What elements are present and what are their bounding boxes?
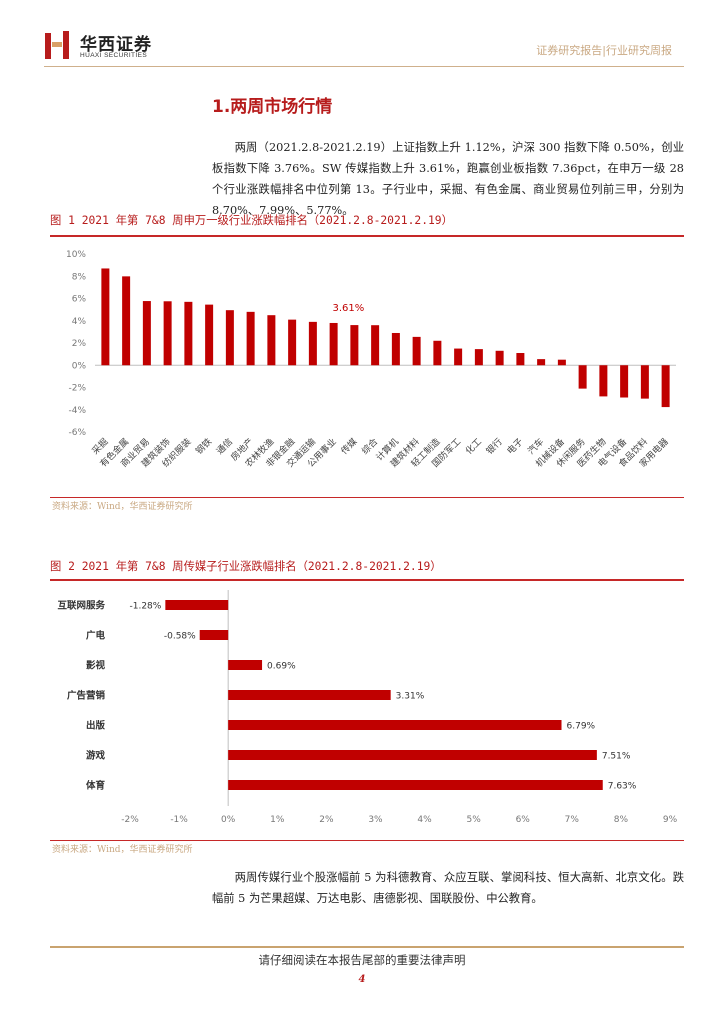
bar (163, 301, 172, 366)
bar (640, 365, 649, 399)
x-tick-label: 3% (368, 815, 383, 825)
category-label: 传媒 (338, 436, 359, 457)
x-tick-label: -1% (170, 815, 188, 825)
bar (199, 630, 229, 640)
x-tick-label: -2% (121, 815, 139, 825)
bar (412, 336, 421, 366)
bar (371, 325, 380, 366)
header-divider (44, 66, 684, 67)
bar (228, 720, 562, 730)
bar (225, 310, 234, 366)
footer-divider (50, 946, 684, 948)
bar (537, 359, 546, 366)
huaxi-logo-icon (45, 31, 69, 59)
category-label: 游戏 (86, 750, 106, 762)
bar (308, 321, 317, 366)
bar (329, 322, 338, 366)
y-tick-label: 8% (72, 272, 87, 282)
industry-ranking-chart: -6%-4%-2%0%2%4%6%8%10%采掘有色金属商业贸易建筑装饰纺织服装… (66, 250, 676, 470)
bar (495, 350, 504, 366)
category-label: 体育 (86, 780, 106, 792)
brand-name-cn: 华西证券 (80, 35, 152, 55)
report-type-label: 证券研究报告|行业研究周报 (536, 44, 672, 57)
data-label: 3.61% (332, 303, 364, 314)
figure2-title: 图 2 2021 年第 7&8 周传媒子行业涨跌幅排名（2021.2.8-202… (50, 560, 442, 573)
x-tick-label: 0% (221, 815, 236, 825)
data-label: 0.69% (267, 662, 296, 672)
category-label: 影视 (86, 660, 106, 672)
y-tick-label: 2% (72, 339, 87, 349)
bar (474, 349, 483, 366)
y-tick-label: -6% (68, 428, 86, 438)
bar (101, 268, 110, 366)
figure1-bottom-rule (50, 497, 684, 498)
data-label: 3.31% (396, 692, 425, 702)
market-summary-paragraph: 两周（2021.2.8-2021.2.19）上证指数上升 1.12%，沪深 30… (212, 141, 684, 217)
bar (267, 315, 276, 366)
category-label: 电子 (504, 436, 525, 457)
y-tick-label: -4% (68, 406, 86, 416)
bar (165, 600, 229, 610)
x-tick-label: 6% (516, 815, 531, 825)
data-label: 6.79% (567, 722, 596, 732)
figure2-bottom-rule (50, 840, 684, 841)
bar (391, 332, 400, 366)
bar (557, 359, 566, 366)
category-label: 出版 (86, 720, 106, 732)
brand-name-en: HUAXI SECURITIES (80, 52, 148, 59)
category-label: 钢铁 (193, 436, 214, 457)
bar (599, 365, 608, 397)
figure1-title: 图 1 2021 年第 7&8 周申万一级行业涨跌幅排名（2021.2.8-20… (50, 214, 453, 227)
page-number: 4 (358, 974, 366, 985)
data-label: 7.51% (602, 752, 631, 762)
bar (433, 340, 442, 366)
bar (288, 319, 297, 366)
bar (228, 690, 391, 700)
bar (228, 750, 597, 760)
stock-movers-paragraph: 两周传媒行业个股涨幅前 5 为科德教育、众应互联、掌阅科技、恒大高新、北京文化。… (212, 871, 684, 905)
bar (661, 365, 670, 408)
x-tick-label: 7% (565, 815, 580, 825)
media-subsector-chart: 互联网服务 -1.28% 广电 -0.58% 影视 0.69% 广告营销 3.31% 出版 6.7… (57, 590, 678, 825)
x-tick-label: 2% (319, 815, 334, 825)
category-label: 广告营销 (67, 690, 106, 702)
data-label: -0.58% (164, 632, 196, 642)
category-label: 互联网服务 (57, 600, 105, 612)
bar (516, 353, 525, 366)
category-label: 化工 (463, 436, 484, 457)
x-tick-label: 1% (270, 815, 285, 825)
data-label: -1.28% (130, 602, 162, 612)
figure1-top-rule (50, 235, 684, 237)
data-label: 7.63% (608, 782, 637, 792)
bar (142, 301, 151, 366)
section-title: 1.两周市场行情 (212, 97, 333, 117)
x-tick-label: 8% (614, 815, 629, 825)
bar (228, 660, 263, 670)
x-tick-label: 5% (466, 815, 481, 825)
x-tick-label: 4% (417, 815, 432, 825)
y-tick-label: 0% (72, 361, 87, 371)
figure1-source: 资料来源：Wind，华西证券研究所 (52, 502, 193, 512)
bar (578, 365, 587, 389)
bar (205, 304, 214, 366)
y-tick-label: 4% (72, 317, 87, 327)
y-tick-label: -2% (68, 384, 86, 394)
bar (184, 301, 193, 366)
bar (620, 365, 629, 398)
figure2-top-rule (50, 579, 684, 581)
bar (122, 276, 131, 366)
bar (350, 325, 359, 366)
category-label: 广电 (86, 630, 106, 642)
y-tick-label: 10% (66, 250, 86, 260)
bar (246, 311, 255, 366)
bar (454, 348, 463, 366)
legal-notice: 请仔细阅读在本报告尾部的重要法律声明 (258, 953, 466, 967)
x-tick-label: 9% (663, 815, 678, 825)
figure2-source: 资料来源：Wind，华西证券研究所 (52, 845, 193, 855)
y-tick-label: 6% (72, 295, 87, 305)
bar (228, 780, 603, 790)
category-label: 银行 (484, 436, 505, 457)
